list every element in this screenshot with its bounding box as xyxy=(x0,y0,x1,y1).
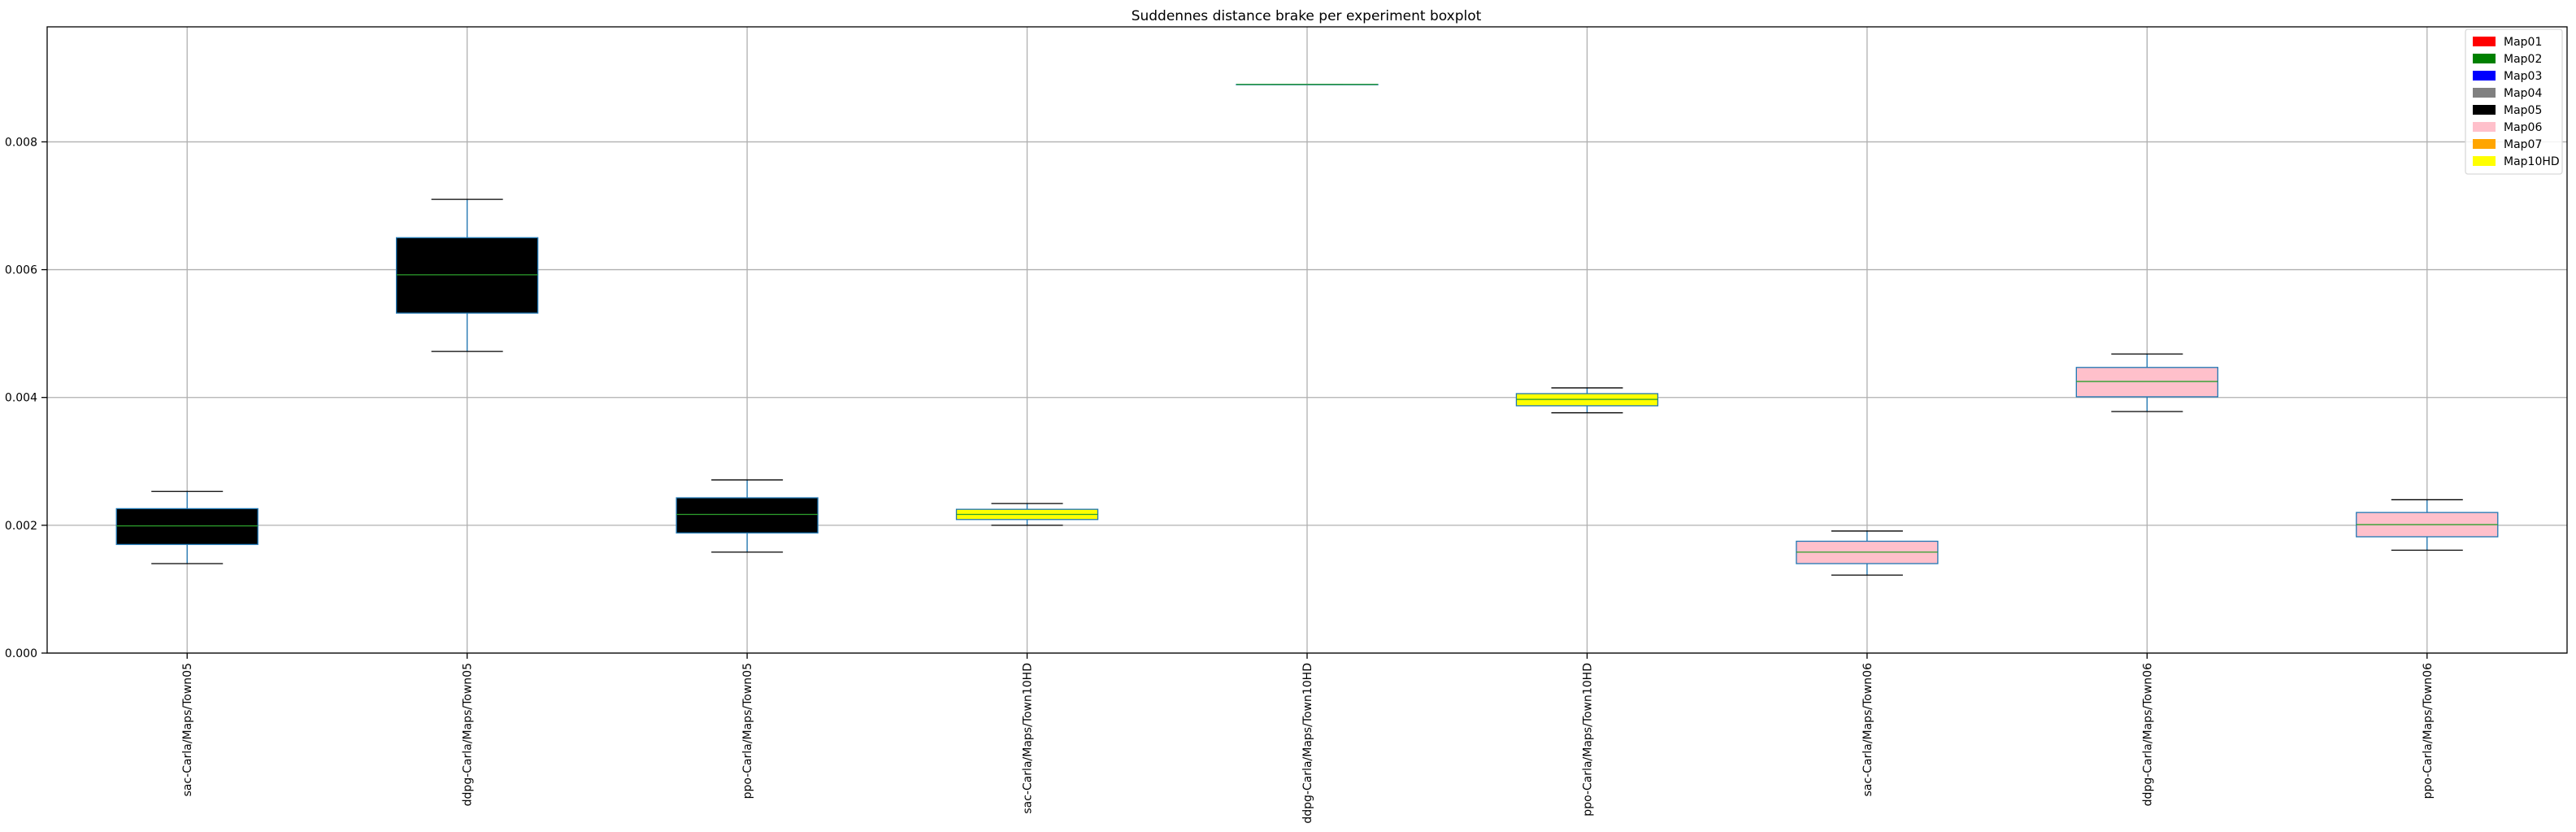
legend-swatch xyxy=(2473,71,2496,81)
legend-swatch xyxy=(2473,122,2496,132)
y-axis: 0.000 0.002 0.004 0.006 0.008 xyxy=(5,136,47,660)
box-ddpg-Carla/Maps/Town05 xyxy=(396,198,539,352)
y-tick-label: 0.004 xyxy=(5,392,37,405)
x-tick-label: ddpg-Carla/Maps/Town10HD xyxy=(1301,663,1314,824)
box-iqr xyxy=(115,507,258,546)
x-tick-label: ppo-Carla/Maps/Town05 xyxy=(741,663,754,799)
box-ppo-Carla/Maps/Town10HD xyxy=(1515,387,1659,414)
legend-item-Map04: Map04 xyxy=(2473,87,2542,100)
legend-swatch xyxy=(2473,156,2496,166)
legend-swatch xyxy=(2473,88,2496,98)
box-iqr xyxy=(675,497,819,534)
legend-item-Map10HD: Map10HD xyxy=(2473,155,2560,168)
box-sac-Carla/Maps/Town06 xyxy=(1796,530,1939,576)
legend-item-Map05: Map05 xyxy=(2473,104,2542,117)
x-tick-label: ppo-Carla/Maps/Town10HD xyxy=(1581,663,1594,817)
legend-item-Map07: Map07 xyxy=(2473,138,2542,151)
legend-label: Map05 xyxy=(2504,104,2542,117)
x-tick-label: ddpg-Carla/Maps/Town05 xyxy=(462,663,475,806)
chart-title: Suddennes distance brake per experiment … xyxy=(1132,8,1482,24)
x-tick-label: ppo-Carla/Maps/Town06 xyxy=(2422,663,2435,799)
y-tick-label: 0.002 xyxy=(5,520,37,533)
legend-frame xyxy=(2465,28,2563,175)
box-sac-Carla/Maps/Town10HD xyxy=(955,503,1099,526)
y-tick-label: 0.008 xyxy=(5,136,37,149)
x-tick-label: sac-Carla/Maps/Town10HD xyxy=(1022,663,1035,814)
legend-item-Map02: Map02 xyxy=(2473,53,2542,66)
box-ppo-Carla/Maps/Town05 xyxy=(675,479,819,553)
legend-swatch xyxy=(2473,105,2496,115)
legend-label: Map01 xyxy=(2504,36,2542,49)
x-tick-label: sac-Carla/Maps/Town05 xyxy=(181,663,194,796)
legend-swatch xyxy=(2473,54,2496,63)
box-iqr xyxy=(396,237,539,314)
x-tick-label: ddpg-Carla/Maps/Town06 xyxy=(2141,663,2154,806)
legend-swatch xyxy=(2473,139,2496,149)
legend-label: Map02 xyxy=(2504,53,2542,66)
y-tick-label: 0.006 xyxy=(5,264,37,277)
legend-swatch xyxy=(2473,37,2496,46)
x-tick-label: sac-Carla/Maps/Town06 xyxy=(1861,663,1874,796)
legend-label: Map03 xyxy=(2504,70,2542,83)
x-axis: sac-Carla/Maps/Town05 ddpg-Carla/Maps/Tow… xyxy=(181,653,2435,824)
box-iqr xyxy=(2075,367,2218,398)
legend-label: Map04 xyxy=(2504,87,2542,100)
grid-layer xyxy=(47,27,2567,654)
legend-item-Map01: Map01 xyxy=(2473,36,2542,49)
legend: Map01 Map02 Map03 Map04 Map05 Map06 Map07 Map10… xyxy=(2465,28,2563,175)
legend-label: Map10HD xyxy=(2504,155,2560,168)
legend-item-Map03: Map03 xyxy=(2473,70,2542,83)
box-ddpg-Carla/Maps/Town06 xyxy=(2075,353,2218,412)
box-sac-Carla/Maps/Town05 xyxy=(115,490,258,564)
legend-label: Map06 xyxy=(2504,121,2542,134)
y-tick-label: 0.000 xyxy=(5,647,37,660)
legend-label: Map07 xyxy=(2504,138,2542,151)
box-layer xyxy=(115,84,2499,576)
legend-item-Map06: Map06 xyxy=(2473,121,2542,134)
box-ppo-Carla/Maps/Town06 xyxy=(2356,499,2499,551)
